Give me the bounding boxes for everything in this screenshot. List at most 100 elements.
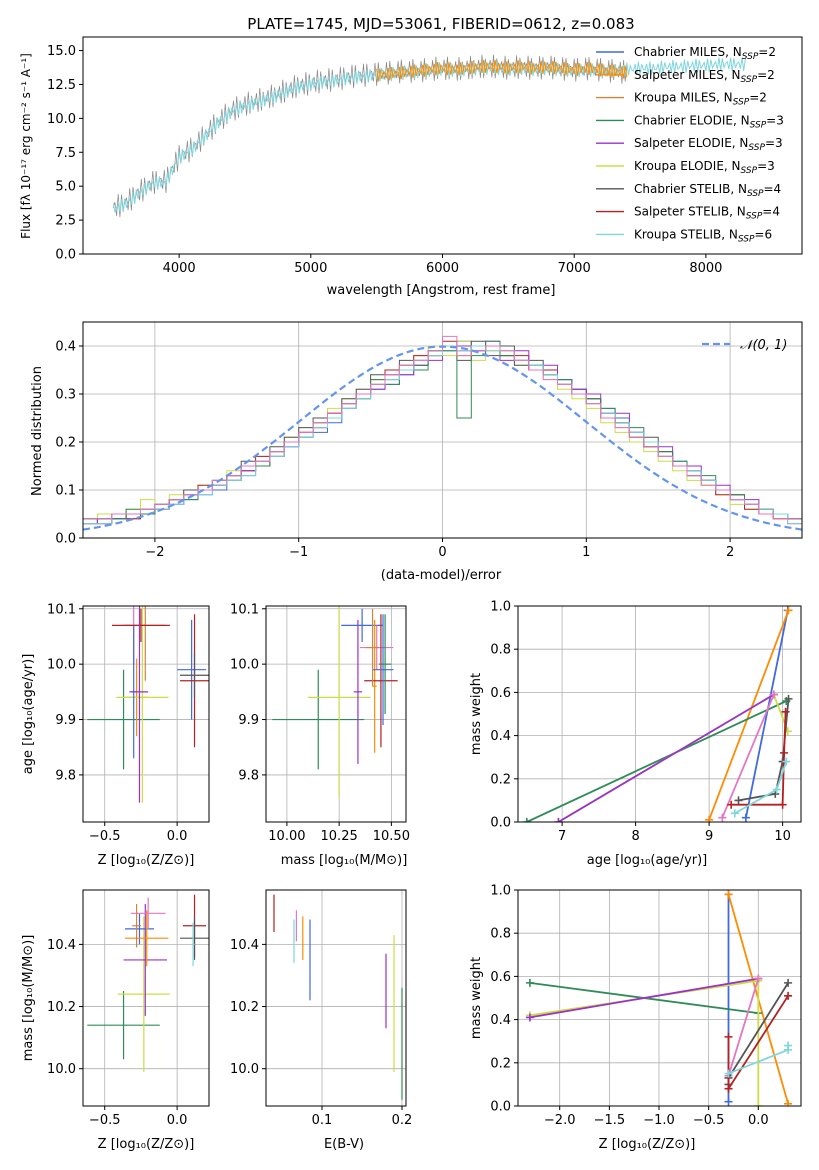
weight-point-marker (718, 813, 727, 822)
x-tick-label: 5000 (294, 261, 327, 276)
y-tick-label: 0.2 (490, 772, 511, 787)
y-tick-label: 0.4 (490, 729, 511, 744)
weight-series-line (526, 700, 787, 822)
y-tick-label: 10.0 (230, 1062, 259, 1077)
x-tick-label: 0.0 (748, 1113, 769, 1128)
axes-frame (517, 605, 802, 823)
x-tick-label: 0.0 (167, 829, 188, 844)
residuals-xlabel: (data-model)/error (381, 568, 502, 583)
legend-label: Chabrier STELIB, NSSP=4 (634, 182, 781, 199)
weight-point-marker (784, 606, 793, 615)
x-tick-label: 9 (705, 829, 713, 844)
spectrum-xlabel: wavelength [Angstrom, rest frame] (327, 283, 556, 298)
weight-point-marker (734, 796, 743, 805)
x-tick-label: 4000 (163, 261, 196, 276)
panel-residuals: −2 −1 0 1 2 0.0 0.1 0.2 0.3 0.4 𝒩(0, 1) (55, 321, 803, 560)
y-tick-label: 0.0 (55, 532, 76, 547)
weight-point-marker (522, 818, 531, 822)
x-tick-label: 7000 (558, 261, 591, 276)
x-tick-label: 10 (774, 829, 791, 844)
y-tick-label: 0.4 (55, 340, 76, 355)
weight-point-marker (780, 748, 789, 757)
weight-series-line (727, 978, 760, 1077)
y-tick-label: 7.5 (55, 146, 76, 161)
weight-series-line (731, 711, 787, 806)
weight-point-marker (781, 707, 790, 716)
y-tick-label: 1.0 (490, 600, 511, 615)
plot-area (87, 894, 209, 1072)
y-tick-label: 0.0 (55, 248, 76, 263)
weight-point-marker (724, 1097, 733, 1106)
age-vs-z-xlabel: Z [log₁₀(Z/Z⊙)] (98, 853, 195, 868)
weight-point-marker (754, 1102, 763, 1106)
weight-point-marker (784, 991, 793, 1000)
y-tick-label: 10.4 (230, 938, 259, 953)
x-tick-label: 8 (631, 829, 639, 844)
legend-label: 𝒩(0, 1) (740, 338, 787, 353)
weight-series-line (529, 979, 760, 1106)
panel-spectrum: 4000 5000 6000 7000 8000 0.0 2.5 5.0 7.5 10.0 12.5… (47, 36, 803, 276)
x-tick-label: −0.5 (89, 1113, 121, 1128)
legend-label: Salpeter ELODIE, NSSP=3 (634, 136, 783, 153)
spectrum-series-line (112, 54, 628, 218)
weight-point-marker (769, 690, 778, 699)
legend-label: Chabrier MILES, NSSP=2 (634, 45, 776, 62)
y-tick-label: 10.0 (47, 112, 76, 127)
x-tick-label: −2.0 (544, 1113, 576, 1128)
mass-vs-z-ylabel: mass [log₁₀(M/M⊙)] (21, 935, 36, 1062)
panel-weight-vs-age: 7 8 9 10 0.0 0.2 0.4 0.6 0.8 1.0 (490, 600, 802, 844)
x-tick-label: 10.25 (321, 829, 358, 844)
weight-point-marker (554, 818, 563, 822)
spectrum-ylabel: Flux [fλ 10⁻¹⁷ erg cm⁻² s⁻¹ A⁻¹] (19, 53, 33, 239)
x-tick-label: 0.0 (167, 1113, 188, 1128)
weight-vs-z-xlabel: Z [log₁₀(Z/Z⊙)] (599, 1137, 696, 1152)
y-tick-label: 0.6 (490, 686, 511, 701)
x-tick-label: 0 (438, 545, 446, 560)
mass-vs-z-xlabel: Z [log₁₀(Z/Z⊙)] (98, 1137, 195, 1152)
y-tick-label: 0.2 (490, 1056, 511, 1071)
residuals-ylabel: Normed distribution (30, 366, 45, 496)
weight-vs-age-xlabel: age [log₁₀(age/yr)] (587, 853, 708, 868)
weight-vs-age-ylabel: mass weight (469, 673, 484, 755)
plot-area (87, 606, 209, 803)
weight-point-marker (730, 809, 739, 818)
plot-area (83, 335, 802, 531)
x-tick-label: 0.1 (312, 1113, 333, 1128)
mass-vs-ebv-xlabel: E(B-V) (324, 1137, 364, 1152)
weight-point-marker (727, 800, 736, 809)
x-tick-label: −1 (289, 545, 308, 560)
y-tick-label: 0.6 (490, 970, 511, 985)
y-tick-label: 0.0 (490, 1100, 511, 1115)
axes-frame (82, 605, 210, 823)
weight-point-marker (782, 757, 791, 766)
x-tick-label: 0.2 (392, 1113, 413, 1128)
y-tick-label: 1.0 (490, 884, 511, 899)
axes-frame (265, 605, 407, 823)
weight-point-marker (754, 974, 763, 983)
y-tick-label: 0.4 (490, 1013, 511, 1028)
weight-series-line (529, 977, 759, 1019)
x-tick-label: 7 (558, 829, 566, 844)
plot-area (272, 606, 398, 798)
y-tick-label: 9.8 (238, 768, 259, 783)
legend-label: Salpeter STELIB, NSSP=4 (634, 205, 780, 222)
y-tick-label: 2.5 (55, 214, 76, 229)
x-tick-label: −1.0 (643, 1113, 675, 1128)
y-tick-label: 5.0 (55, 180, 76, 195)
plot-area (525, 890, 793, 1106)
panel-mass-vs-ebv: 0.1 0.2 10.0 10.2 10.4 (230, 889, 413, 1128)
y-tick-label: 9.9 (238, 713, 259, 728)
gaussian-reference-curve (83, 345, 802, 531)
y-tick-label: 10.0 (47, 658, 76, 673)
weight-point-marker (772, 785, 781, 794)
weight-point-marker (784, 694, 793, 703)
y-tick-label: 10.2 (230, 1000, 259, 1015)
x-tick-label: −1.5 (594, 1113, 626, 1128)
panel-weight-vs-z: −2.0 −1.5 −1.0 −0.5 0.0 0.0 0.2 0.4 0.6 0.8 1.0 (490, 884, 802, 1128)
weight-series-line (557, 693, 775, 822)
weight-point-marker (705, 815, 714, 822)
plot-area (273, 894, 403, 1100)
legend-label: Kroupa ELODIE, NSSP=3 (634, 159, 775, 176)
weight-point-marker (784, 1041, 793, 1050)
